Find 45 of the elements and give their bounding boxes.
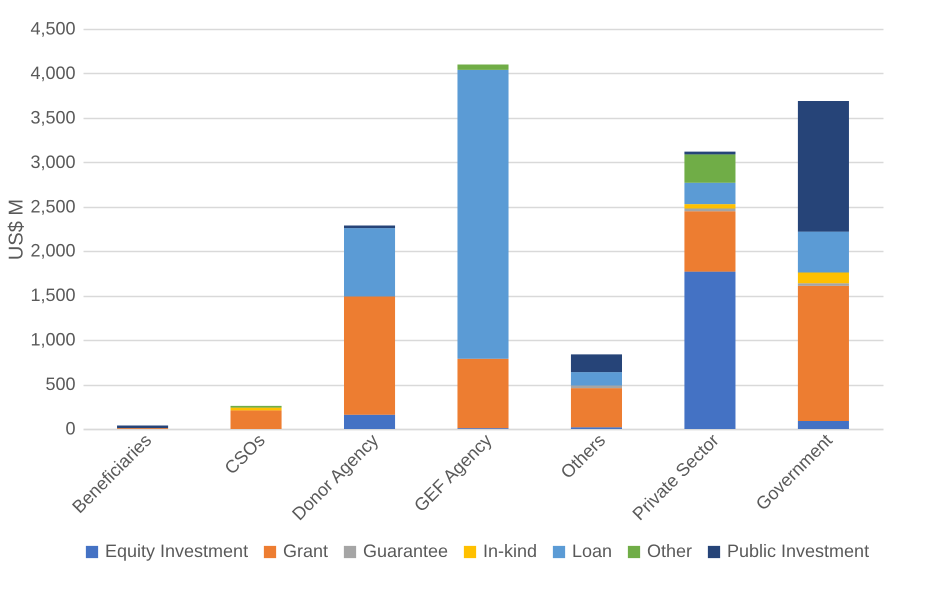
bar xyxy=(684,154,736,183)
bar xyxy=(684,182,736,204)
legend-label: Grant xyxy=(283,541,328,561)
legend-label: Public Investment xyxy=(727,541,870,561)
bar xyxy=(798,272,849,284)
y-tick-label: 0 xyxy=(65,418,76,438)
legend-label: In-kind xyxy=(483,541,538,561)
y-tick-label: 2,500 xyxy=(30,196,76,216)
bar xyxy=(684,208,736,212)
y-tick-label: 3,500 xyxy=(30,107,76,128)
y-tick-label: 4,500 xyxy=(30,18,76,38)
bar xyxy=(570,388,622,428)
bar xyxy=(457,70,509,359)
bar xyxy=(344,228,396,297)
bar xyxy=(570,385,622,388)
bar xyxy=(798,286,849,421)
bar xyxy=(798,283,849,286)
bar xyxy=(344,414,396,429)
bar xyxy=(344,225,396,228)
y-tick-label: 500 xyxy=(45,374,76,394)
legend-label: Loan xyxy=(572,541,612,561)
bar xyxy=(798,101,849,232)
bar xyxy=(684,152,736,154)
y-tick-label: 1,500 xyxy=(30,285,76,306)
y-tick-label: 4,000 xyxy=(30,62,76,83)
bar xyxy=(344,296,396,415)
y-tick-label: 3,000 xyxy=(30,152,76,172)
legend-label: Guarantee xyxy=(363,541,448,561)
bar xyxy=(457,358,509,428)
bar xyxy=(230,408,282,410)
legend-label: Other xyxy=(647,541,692,561)
legend-label: Equity Investment xyxy=(105,541,248,561)
bar xyxy=(798,421,849,429)
bar xyxy=(570,372,622,386)
bar xyxy=(117,425,168,428)
bar xyxy=(684,272,736,429)
bar xyxy=(798,232,849,273)
bar xyxy=(457,64,509,70)
bar xyxy=(684,204,736,209)
bar xyxy=(570,354,622,372)
y-tick-label: 1,000 xyxy=(30,330,76,350)
y-tick-label: 2,000 xyxy=(30,240,76,261)
bar xyxy=(684,211,736,272)
y-axis-title: US$ M xyxy=(5,198,28,260)
bar xyxy=(230,410,282,429)
